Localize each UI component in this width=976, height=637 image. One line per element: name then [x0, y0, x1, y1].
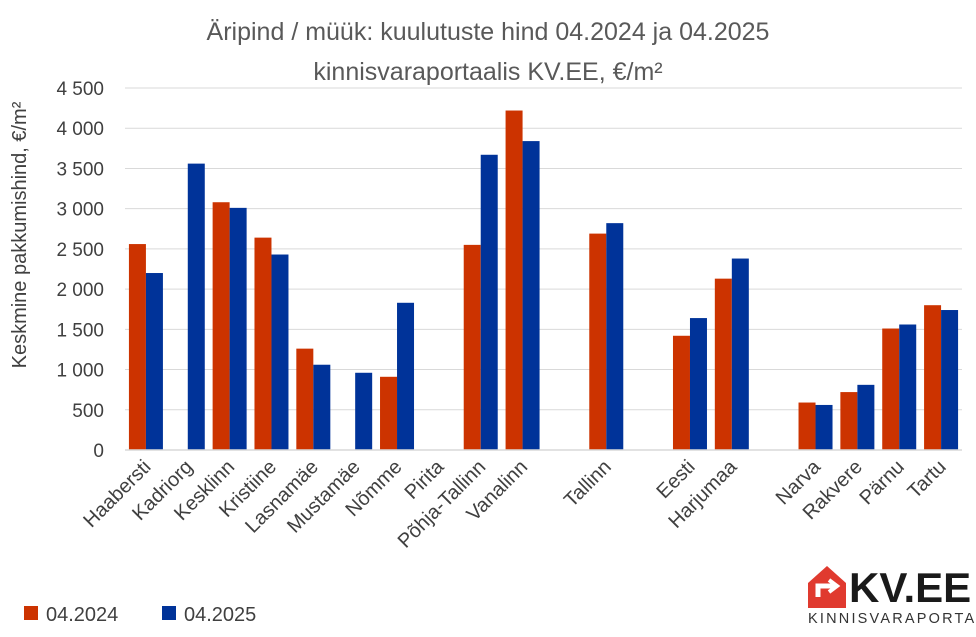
y-tick-label: 3 500 [56, 159, 104, 180]
bar-04.2025-Põhja-Tallinn [480, 154, 498, 450]
x-category-label: Tallinn [560, 456, 616, 512]
bar-04.2024-Tartu [924, 305, 942, 450]
bar-04.2025-Narva [815, 404, 833, 450]
bar-04.2025-Harjumaa [731, 258, 749, 450]
x-category-label: Tartu [904, 456, 951, 503]
bar-04.2025-Tartu [941, 310, 959, 450]
bar-04.2025-Kadriorg [187, 163, 205, 450]
bar-04.2024-Lasnamäe [296, 348, 314, 450]
logo-tagline: KINNISVARAPORTAAL [808, 611, 976, 627]
x-axis-categories: HaaberstiKadriorgKesklinnKristiineLasnam… [79, 455, 950, 552]
bar-04.2025-Nõmme [397, 302, 415, 450]
chart-subtitle: kinnisvaraportaalis KV.EE, €/m² [313, 58, 662, 86]
legend-swatch-2025 [162, 606, 176, 620]
y-tick-label: 1 500 [56, 320, 104, 341]
y-tick-label: 2 500 [56, 240, 104, 261]
bar-04.2025-Kesklinn [229, 207, 247, 450]
y-tick-label: 4 500 [56, 79, 104, 100]
bar-04.2024-Harjumaa [714, 278, 732, 450]
bar-04.2025-Rakvere [857, 384, 875, 450]
y-axis-ticks: 0 500 1 000 1 500 2 000 2 500 3 000 3 500 4 000 4… [56, 79, 104, 462]
bar-04.2024-Vanalinn [505, 110, 523, 450]
bar-04.2024-Kristiine [254, 237, 272, 450]
y-tick-label: 500 [72, 401, 104, 422]
y-tick-label: 1 000 [56, 361, 104, 382]
chart-title: Äripind / müük: kuulutuste hind 04.2024 … [207, 18, 770, 46]
bar-04.2024-Pärnu [882, 328, 900, 450]
bar-04.2025-Kristiine [271, 254, 289, 450]
bar-04.2025-Lasnamäe [313, 364, 331, 450]
bar-04.2024-Rakvere [840, 392, 858, 450]
bar-04.2024-Nõmme [380, 376, 398, 450]
bar-04.2025-Vanalinn [522, 141, 540, 451]
legend-swatch-2024 [24, 606, 38, 620]
legend-label-2024: 04.2024 [46, 604, 118, 626]
grid-lines [125, 87, 962, 411]
bar-04.2024-Eesti [672, 335, 690, 450]
y-tick-label: 0 [93, 441, 104, 462]
bars [128, 110, 959, 451]
bar-04.2024-Kesklinn [212, 202, 230, 450]
bar-04.2025-Pärnu [899, 324, 917, 450]
bar-04.2024-Põhja-Tallinn [463, 244, 481, 450]
legend-label-2025: 04.2025 [184, 604, 256, 626]
y-tick-label: 2 000 [56, 280, 104, 301]
y-tick-label: 3 000 [56, 200, 104, 221]
x-category-label: Pärnu [855, 456, 908, 509]
kv-ee-logo: KV.EE KINNISVARAPORTAAL [808, 564, 976, 627]
y-axis-title: Keskmine pakkumishind, €/m² [9, 101, 31, 368]
legend: 04.2024 04.2025 [24, 604, 256, 626]
house-icon [808, 566, 846, 608]
y-tick-label: 4 000 [56, 119, 104, 140]
bar-04.2024-Narva [798, 402, 816, 450]
bar-04.2025-Mustamäe [355, 372, 373, 450]
bar-04.2024-Tallinn [589, 233, 607, 450]
logo-brand: KV.EE [849, 564, 971, 611]
bar-04.2024-Haabersti [128, 244, 146, 450]
bar-04.2025-Eesti [689, 318, 707, 450]
bar-04.2025-Tallinn [606, 223, 624, 450]
bar-04.2025-Haabersti [145, 273, 163, 450]
